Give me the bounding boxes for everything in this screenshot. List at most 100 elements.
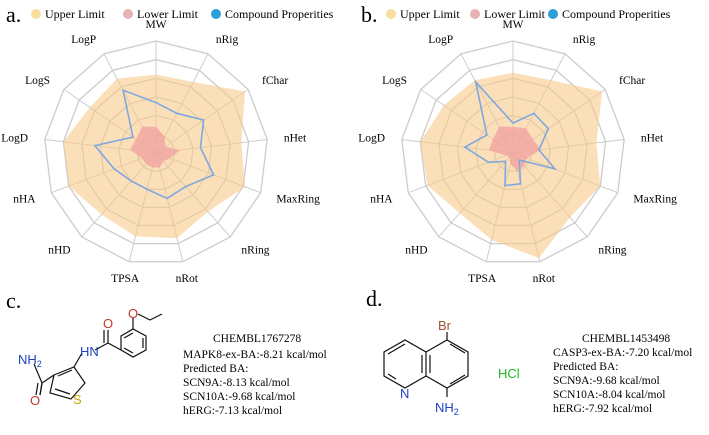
bond: [41, 374, 55, 384]
bond: [94, 342, 109, 351]
compound-d-id: CHEMBL1453498: [582, 333, 670, 345]
radar-chart-b: MW nRig fChar nHet MaxRing nRing nRot TPSA nHD nH…: [358, 19, 677, 285]
radar-axis-label: LogP: [428, 34, 453, 46]
radar-axis-label: MaxRing: [633, 194, 677, 206]
compound-c-id: CHEMBL1767278: [213, 333, 301, 345]
atom-s: S: [73, 392, 82, 407]
legend-marker-compound: [211, 9, 221, 19]
aromatic-bonds: [387, 343, 423, 380]
radar-axis-label: nRing: [241, 244, 269, 256]
radar-axis-label: nHA: [13, 194, 36, 206]
radar-axis-label: LogS: [25, 75, 50, 87]
compound-c-line: hERG:-7.13 kcal/mol: [183, 405, 282, 417]
compound-c-line: Predicted BA:: [183, 363, 248, 375]
compound-d-line: CASP3-ex-BA:-7.20 kcal/mol: [553, 347, 692, 359]
compound-d-line: Predicted BA:: [553, 361, 618, 373]
radar-axis-label: MW: [145, 19, 166, 31]
legend-b: Upper Limit Lower Limit Compound Properi…: [386, 7, 671, 21]
radar-axis-label: MW: [502, 19, 523, 31]
legend-marker-lower: [123, 9, 133, 19]
atom-nh: HN: [80, 344, 99, 359]
legend-marker-upper: [31, 9, 41, 19]
atom-n: N: [400, 386, 409, 401]
compound-c-info: CHEMBL1767278 MAPK8-ex-BA:-8.21 kcal/mol…: [183, 333, 327, 417]
double-bond: [35, 382, 43, 396]
molecule-c-atoms: O HN O NH2 O S: [18, 306, 138, 408]
compound-c-line: MAPK8-ex-BA:-8.21 kcal/mol: [183, 349, 327, 361]
legend-marker-compound: [548, 9, 558, 19]
legend-label-compound: Compound Properities: [562, 7, 671, 21]
radar-grid-ring: [401, 40, 625, 263]
compound-d-line: hERG:-7.92 kcal/mol: [553, 403, 652, 415]
bond: [73, 352, 83, 368]
panel-letter-a: a.: [6, 2, 21, 27]
pyridine-ring: [383, 339, 427, 389]
benzene-ring: [425, 339, 469, 389]
bond: [33, 363, 43, 384]
radar-compound-line: [463, 79, 558, 187]
radar-axis-label: nRot: [176, 273, 199, 285]
panel-letter-c: c.: [6, 288, 21, 313]
radar-axis-label: LogP: [71, 34, 96, 46]
radar-axis-label: nRig: [573, 34, 596, 46]
radar-upper-limit-area: [420, 72, 603, 259]
bond: [107, 342, 122, 351]
radar-axis-label: nRing: [598, 244, 626, 256]
molecule-d-atoms: Br N NH2: [400, 318, 459, 417]
radar-axis-label: LogD: [358, 132, 385, 144]
legend-label-compound: Compound Properities: [225, 7, 334, 21]
benzene-ring: [120, 328, 147, 358]
compound-c-line: SCN9A:-8.13 kcal/mol: [183, 377, 290, 389]
compound-c-line: SCN10A:-9.68 kcal/mol: [183, 391, 295, 403]
legend-label-upper: Upper Limit: [400, 7, 460, 21]
atom-nh2: NH2: [18, 352, 42, 369]
atom-o-ether: O: [128, 306, 138, 321]
legend-marker-upper: [386, 9, 396, 19]
radar-axis-label: TPSA: [468, 273, 497, 285]
atom-nh2-sub: 2: [454, 407, 459, 417]
radar-axis-label: nHA: [370, 194, 393, 206]
radar-axis-label: nHD: [48, 244, 70, 256]
double-bond: [103, 330, 109, 343]
panel-letter-d: d.: [366, 286, 383, 311]
radar-axis-label: nHet: [284, 132, 307, 144]
atom-br: Br: [438, 318, 452, 333]
radar-axis-label: nRig: [216, 34, 239, 46]
radar-axis-label: nHD: [405, 244, 427, 256]
compound-d-line: SCN9A:-9.68 kcal/mol: [553, 375, 660, 387]
atom-nh2: NH2: [435, 400, 459, 417]
double-bond: [54, 388, 71, 395]
radar-axis-label: MaxRing: [276, 194, 320, 206]
atom-nh2-main: NH: [435, 400, 454, 415]
salt-label: HCl: [498, 366, 520, 381]
molecule-d-structure: [383, 332, 469, 397]
legend-label-upper: Upper Limit: [45, 7, 105, 21]
radar-axis-label: LogS: [382, 75, 407, 87]
thiophene-ring: [49, 366, 86, 400]
radar-axis-label: fChar: [619, 75, 645, 87]
aromatic-bonds: [123, 332, 144, 354]
atom-nh2-sub: 2: [37, 359, 42, 369]
molecule-c-structure: [33, 313, 163, 400]
radar-axis-label: TPSA: [111, 273, 140, 285]
radar-axis-label: nHet: [641, 132, 664, 144]
compound-d-line: SCN10A:-8.04 kcal/mol: [553, 389, 665, 401]
aromatic-bonds: [429, 343, 466, 385]
radar-lower-limit-area: [130, 126, 181, 168]
legend-a: Upper Limit Lower Limit Compound Properi…: [31, 7, 334, 21]
radar-axis-label: fChar: [262, 75, 288, 87]
atom-nh2-main: NH: [18, 352, 37, 367]
radar-compound-line: [93, 88, 215, 200]
ethyl-chain: [137, 313, 163, 321]
atom-o-carbonyl: O: [103, 316, 113, 331]
legend-marker-lower: [470, 9, 480, 19]
legend-label-lower: Lower Limit: [484, 7, 546, 21]
double-bond: [57, 369, 73, 377]
radar-lower-limit-area: [488, 126, 541, 172]
radar-chart-a: MW nRig fChar nHet MaxRing nRing nRot TPSA nHD nH…: [1, 19, 320, 285]
radar-axis-label: nRot: [533, 273, 556, 285]
compound-d-info: CHEMBL1453498 CASP3-ex-BA:-7.20 kcal/mol…: [553, 333, 692, 415]
legend-label-lower: Lower Limit: [137, 7, 199, 21]
radar-axis-label: LogD: [1, 132, 28, 144]
